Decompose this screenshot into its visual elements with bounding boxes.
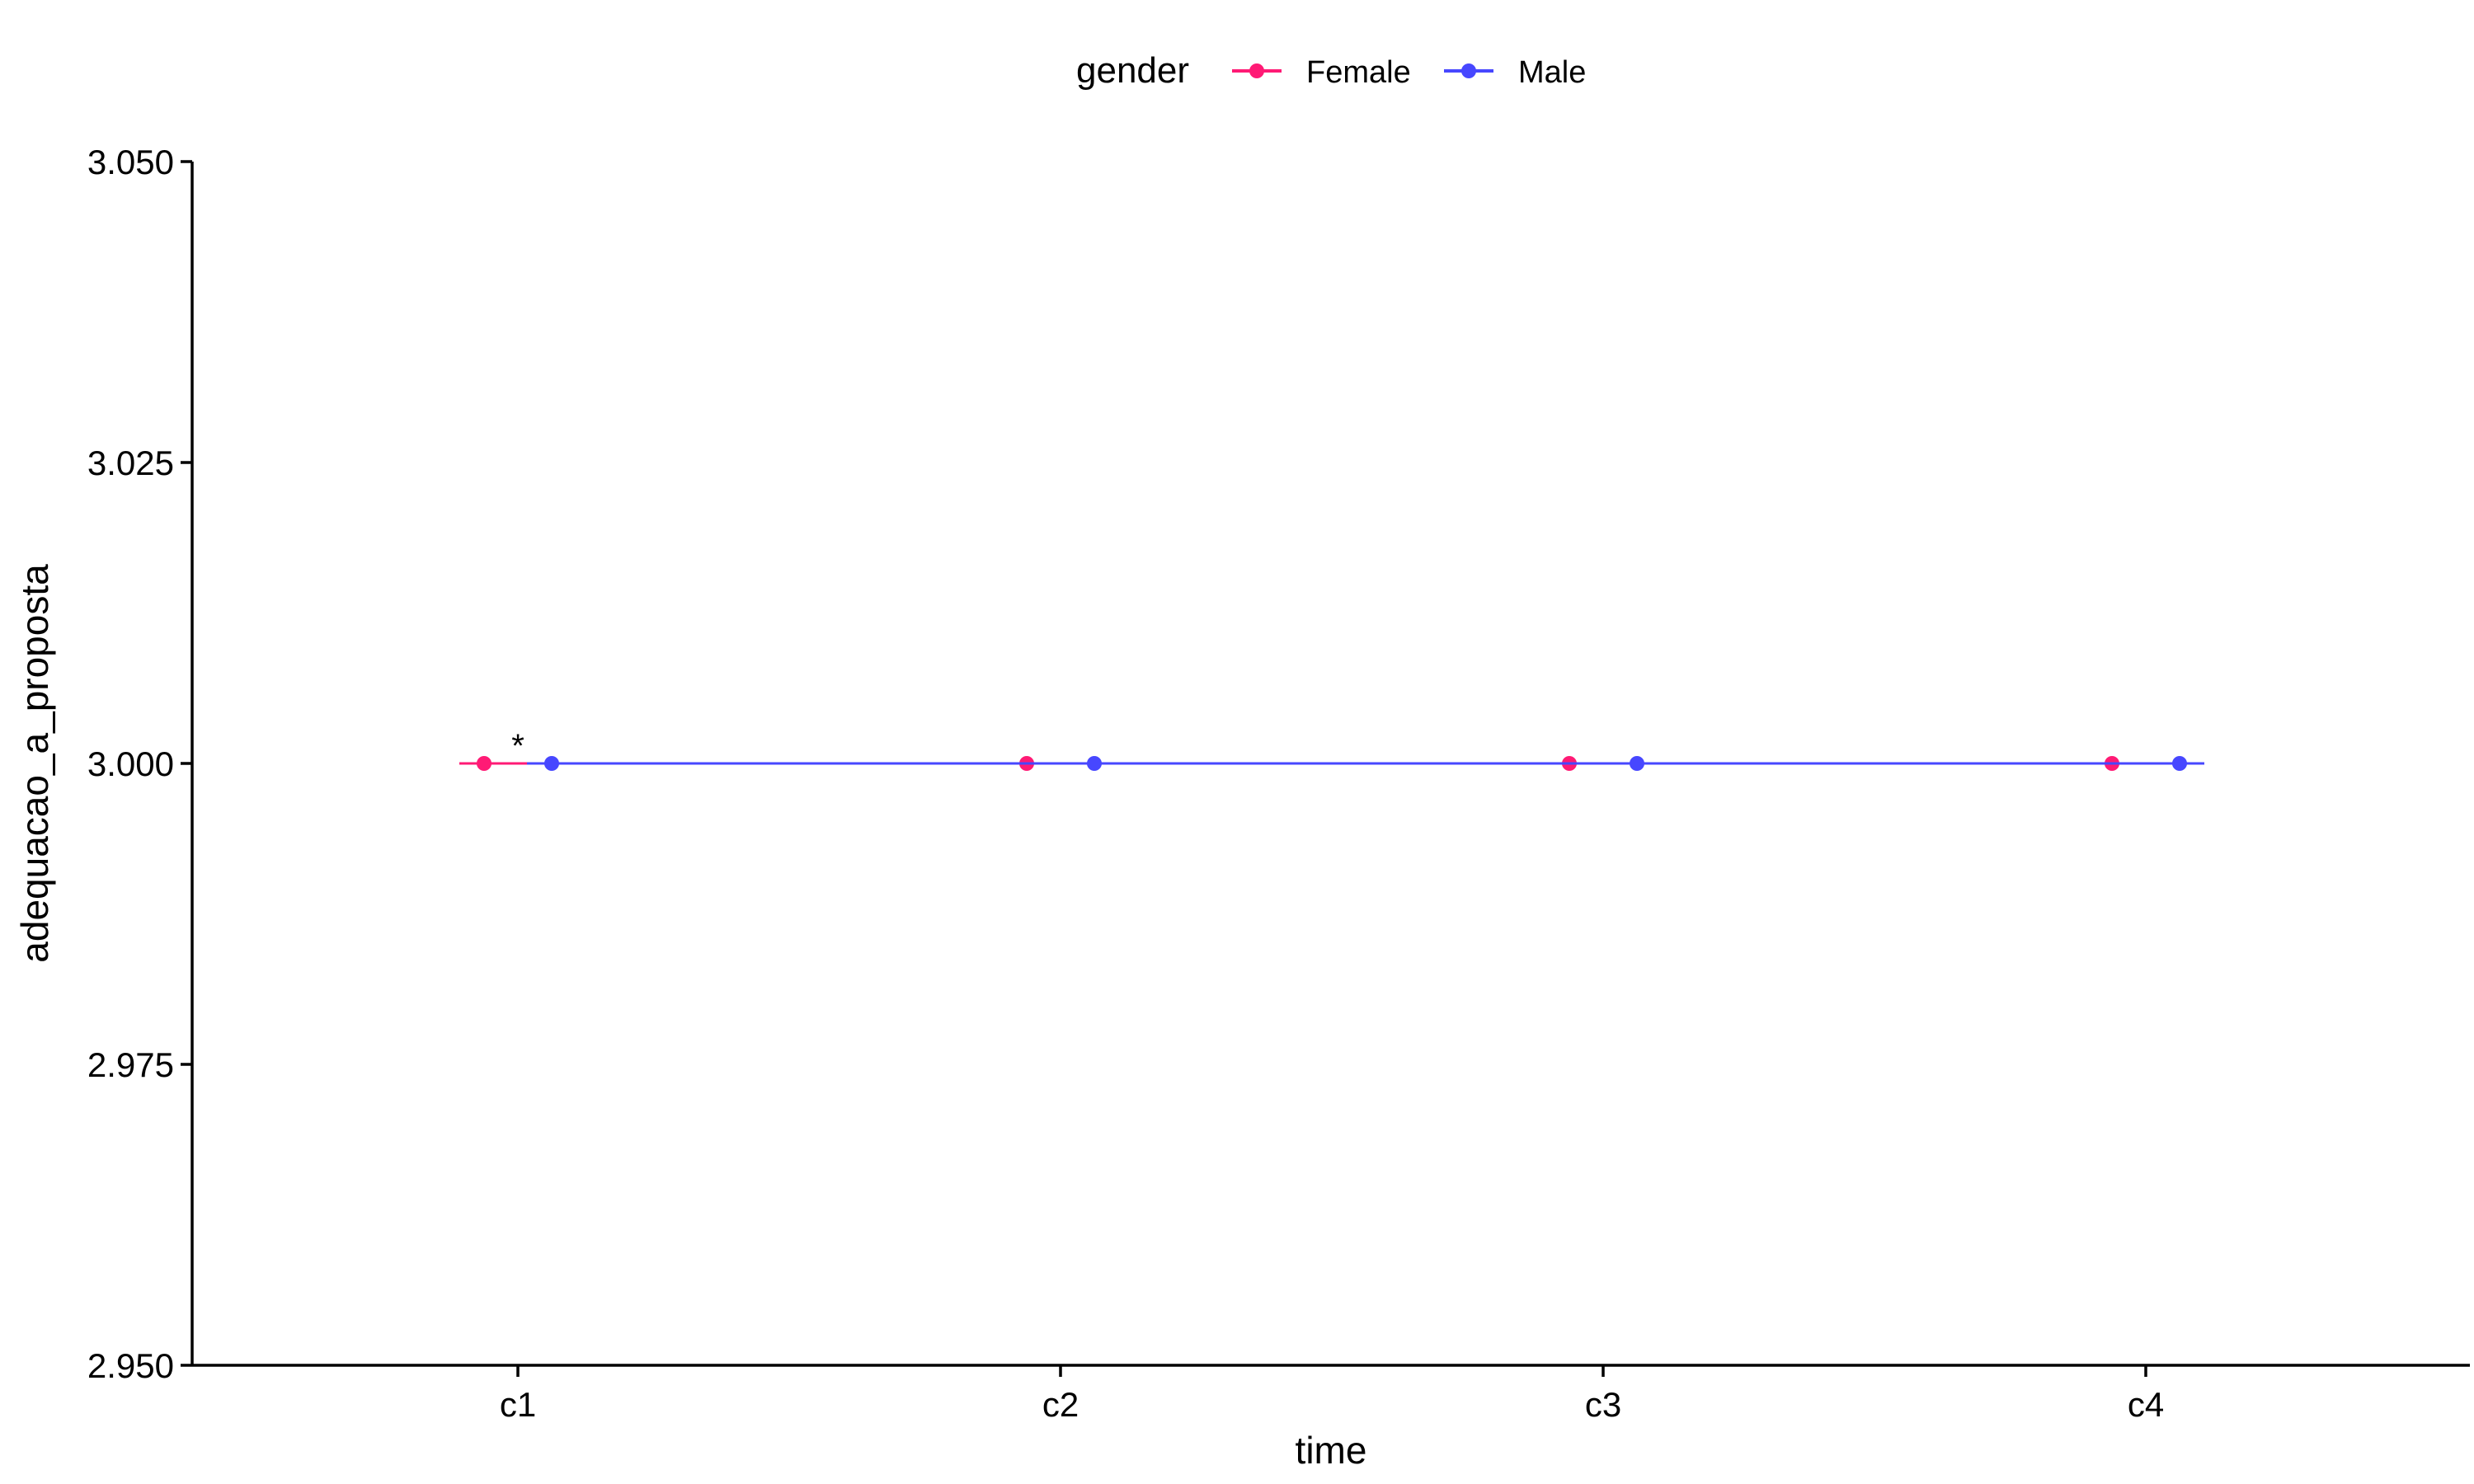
data-point-female — [477, 756, 492, 771]
data-point-male — [1087, 756, 1102, 771]
legend: gender Female Male — [1076, 50, 1586, 91]
data-point-male — [2172, 756, 2187, 771]
y-tick-label: 3.050 — [87, 143, 174, 181]
y-axis-ticks: 2.950 2.975 3.000 3.025 3.050 — [87, 143, 192, 1385]
annotation-layer: * — [511, 728, 524, 764]
y-axis-title: adequacao_a_proposta — [13, 564, 56, 963]
x-axis-ticks: c1 c2 c3 c4 — [500, 1365, 2164, 1424]
y-tick-label: 2.950 — [87, 1346, 174, 1385]
data-point-male — [544, 756, 559, 771]
y-tick-label: 3.000 — [87, 744, 174, 783]
x-tick-label: c1 — [500, 1385, 536, 1424]
x-axis-title: time — [1296, 1429, 1367, 1472]
legend-female-marker — [1249, 63, 1264, 78]
legend-title: gender — [1076, 50, 1189, 91]
significance-annotation: * — [511, 728, 524, 764]
data-point-male — [1630, 756, 1644, 771]
series-layer — [459, 756, 2204, 771]
legend-item-male: Male — [1444, 55, 1586, 90]
legend-female-label: Female — [1306, 55, 1411, 90]
legend-male-label: Male — [1518, 55, 1586, 90]
legend-male-marker — [1461, 63, 1476, 78]
legend-item-female: Female — [1232, 55, 1411, 90]
y-tick-label: 3.025 — [87, 444, 174, 482]
x-tick-label: c4 — [2128, 1385, 2164, 1424]
x-tick-label: c3 — [1585, 1385, 1621, 1424]
x-tick-label: c2 — [1042, 1385, 1079, 1424]
y-tick-label: 2.975 — [87, 1045, 174, 1084]
